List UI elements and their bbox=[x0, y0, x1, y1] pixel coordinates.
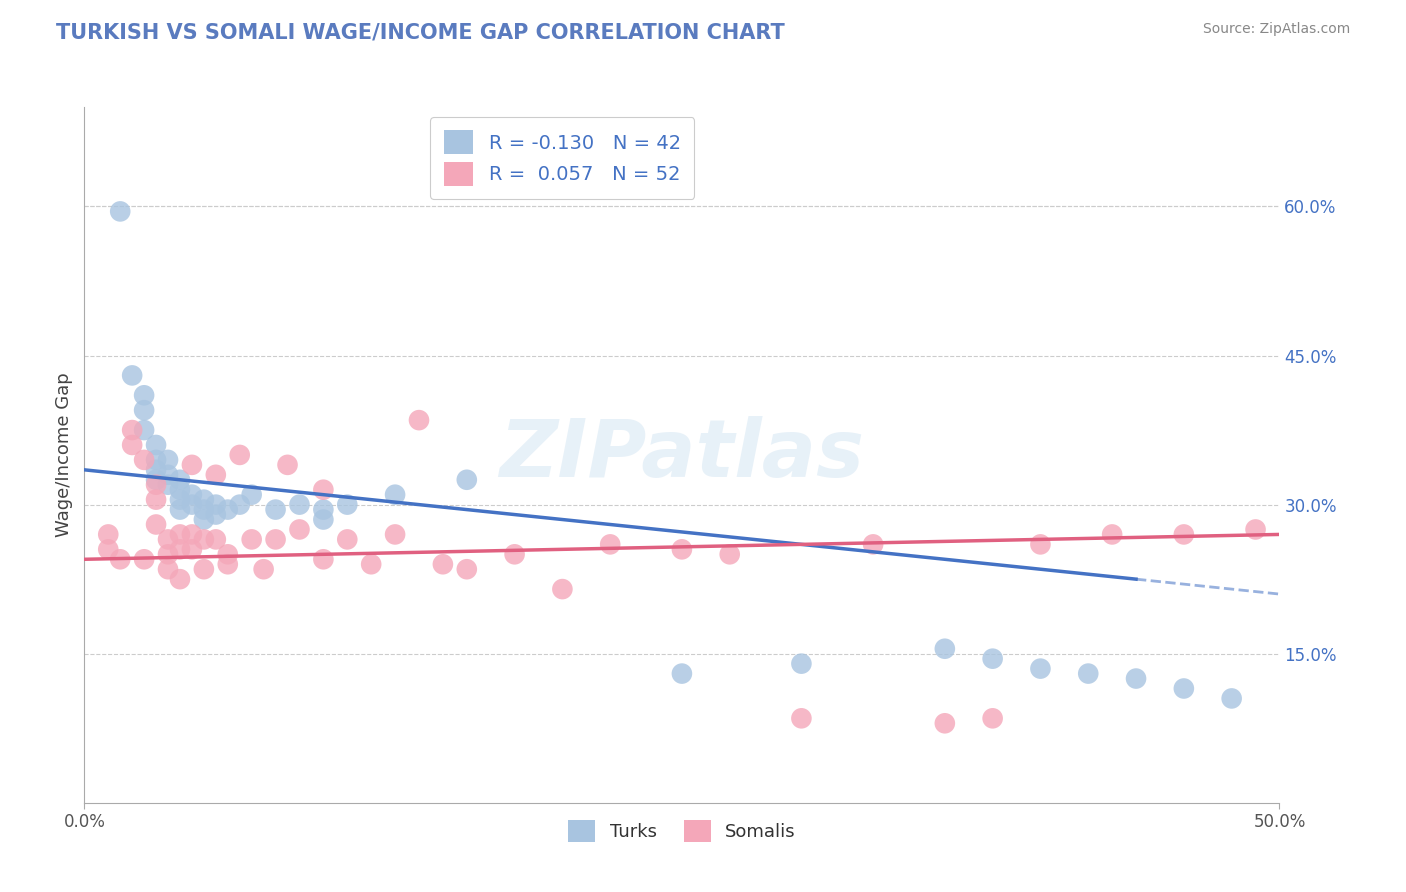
Point bbox=[193, 562, 215, 576]
Point bbox=[240, 488, 263, 502]
Point bbox=[157, 533, 180, 547]
Point bbox=[169, 527, 191, 541]
Point bbox=[384, 488, 406, 502]
Y-axis label: Wage/Income Gap: Wage/Income Gap bbox=[55, 373, 73, 537]
Legend: Turks, Somalis: Turks, Somalis bbox=[561, 813, 803, 849]
Point bbox=[1125, 672, 1147, 686]
Point bbox=[671, 666, 693, 681]
Text: Source: ZipAtlas.com: Source: ZipAtlas.com bbox=[1202, 22, 1350, 37]
Point bbox=[599, 537, 621, 551]
Point bbox=[277, 458, 299, 472]
Point bbox=[1173, 527, 1195, 541]
Point bbox=[193, 502, 215, 516]
Point bbox=[312, 512, 335, 526]
Point bbox=[132, 388, 156, 402]
Point bbox=[264, 533, 287, 547]
Point bbox=[169, 492, 191, 507]
Point bbox=[1220, 691, 1243, 706]
Point bbox=[981, 711, 1004, 725]
Point bbox=[145, 473, 167, 487]
Point bbox=[121, 438, 143, 452]
Point bbox=[432, 558, 454, 572]
Point bbox=[312, 552, 335, 566]
Point bbox=[181, 498, 204, 512]
Point bbox=[253, 562, 276, 576]
Point bbox=[132, 552, 156, 566]
Point bbox=[551, 582, 574, 596]
Point bbox=[157, 467, 180, 482]
Point bbox=[181, 458, 204, 472]
Point bbox=[132, 423, 156, 437]
Point bbox=[181, 488, 204, 502]
Point bbox=[169, 542, 191, 557]
Point bbox=[503, 547, 526, 561]
Point bbox=[229, 498, 252, 512]
Point bbox=[240, 533, 263, 547]
Point bbox=[181, 527, 204, 541]
Point bbox=[1029, 662, 1052, 676]
Point bbox=[110, 204, 132, 219]
Point bbox=[145, 517, 167, 532]
Point bbox=[157, 562, 180, 576]
Point bbox=[1101, 527, 1123, 541]
Point bbox=[169, 483, 191, 497]
Point bbox=[790, 657, 813, 671]
Point bbox=[121, 368, 143, 383]
Point bbox=[121, 423, 143, 437]
Point bbox=[1029, 537, 1052, 551]
Point bbox=[217, 502, 239, 516]
Point bbox=[169, 572, 191, 586]
Point bbox=[336, 498, 359, 512]
Point bbox=[288, 523, 311, 537]
Point bbox=[169, 502, 191, 516]
Point bbox=[97, 542, 120, 557]
Point bbox=[981, 651, 1004, 665]
Point bbox=[145, 438, 167, 452]
Point bbox=[145, 492, 167, 507]
Point bbox=[456, 562, 478, 576]
Point bbox=[97, 527, 120, 541]
Point bbox=[934, 716, 956, 731]
Point bbox=[205, 508, 228, 522]
Point bbox=[1244, 523, 1267, 537]
Point bbox=[157, 547, 180, 561]
Point bbox=[205, 467, 228, 482]
Point bbox=[264, 502, 287, 516]
Point bbox=[408, 413, 430, 427]
Text: TURKISH VS SOMALI WAGE/INCOME GAP CORRELATION CHART: TURKISH VS SOMALI WAGE/INCOME GAP CORREL… bbox=[56, 22, 785, 42]
Point bbox=[205, 533, 228, 547]
Point bbox=[145, 463, 167, 477]
Point bbox=[718, 547, 741, 561]
Point bbox=[790, 711, 813, 725]
Point bbox=[862, 537, 884, 551]
Point bbox=[145, 453, 167, 467]
Point bbox=[193, 533, 215, 547]
Point bbox=[157, 477, 180, 491]
Text: ZIPatlas: ZIPatlas bbox=[499, 416, 865, 494]
Point bbox=[671, 542, 693, 557]
Point bbox=[132, 403, 156, 417]
Point bbox=[934, 641, 956, 656]
Point bbox=[360, 558, 382, 572]
Point bbox=[217, 547, 239, 561]
Point bbox=[145, 477, 167, 491]
Point bbox=[456, 473, 478, 487]
Point bbox=[132, 453, 156, 467]
Point bbox=[312, 502, 335, 516]
Point bbox=[229, 448, 252, 462]
Point bbox=[110, 552, 132, 566]
Point bbox=[312, 483, 335, 497]
Point bbox=[181, 542, 204, 557]
Point bbox=[169, 473, 191, 487]
Point bbox=[1173, 681, 1195, 696]
Point bbox=[336, 533, 359, 547]
Point bbox=[288, 498, 311, 512]
Point bbox=[193, 492, 215, 507]
Point bbox=[384, 527, 406, 541]
Point bbox=[205, 498, 228, 512]
Point bbox=[193, 512, 215, 526]
Point bbox=[157, 453, 180, 467]
Point bbox=[217, 558, 239, 572]
Point bbox=[1077, 666, 1099, 681]
